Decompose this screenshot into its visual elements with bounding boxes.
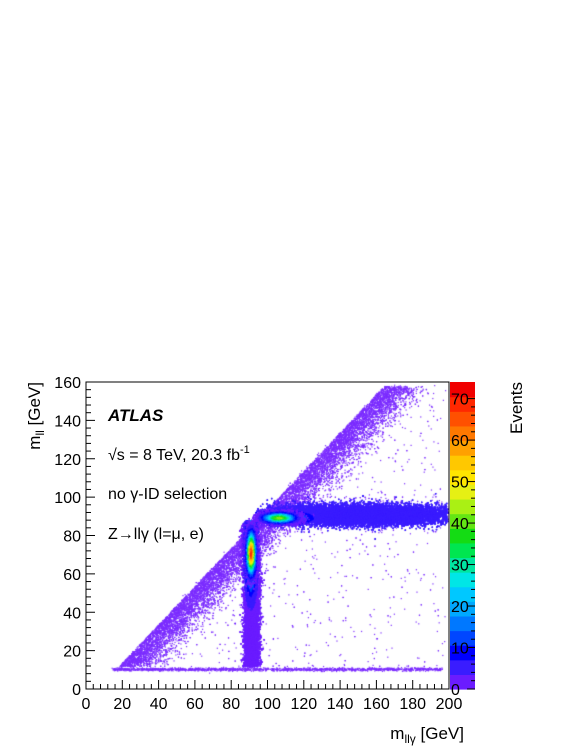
colorbar-segment (450, 601, 475, 617)
colorbar-segment (450, 425, 475, 442)
selection-label: no γ-ID selection (108, 486, 227, 503)
x-tick-label: 160 (363, 696, 390, 713)
colorbar-segment (450, 630, 475, 646)
x-tick-label: 140 (327, 696, 354, 713)
x-tick-label: 200 (436, 696, 463, 713)
x-tick-label: 80 (222, 696, 240, 713)
x-tick-label: 40 (150, 696, 168, 713)
y-tick-label: 0 (72, 682, 81, 699)
y-axis-title-main: m (25, 436, 44, 450)
x-axis-title-sub: llγ (404, 732, 415, 746)
colorbar-axis: 0 10 20 30 40 50 60 70 (451, 392, 475, 699)
colorbar-segment (450, 396, 475, 412)
colorbar-tick-label: 30 (451, 558, 469, 575)
y-axis-title-sub: ll (33, 430, 47, 435)
x-axis-title: mllγ [GeV] (390, 724, 464, 746)
x-axis: 0 20 40 60 80 100 120 140 160 180 200 (82, 680, 463, 713)
colorbar-segment (450, 586, 475, 602)
energy-label-main: √s = 8 TeV, 20.3 fb (108, 447, 240, 464)
y-tick-label: 60 (63, 567, 81, 584)
energy-label: √s = 8 TeV, 20.3 fb-1 (108, 444, 250, 464)
x-tick-label: 100 (254, 696, 281, 713)
y-tick-label: 120 (54, 452, 81, 469)
x-axis-title-main: m (390, 724, 404, 743)
y-tick-label: 80 (63, 529, 81, 546)
colorbar-segment (450, 440, 475, 456)
y-tick-label: 160 (54, 375, 81, 392)
colorbar-tick-label: 0 (451, 682, 460, 699)
colorbar-tick-label: 20 (451, 599, 469, 616)
colorbar (450, 382, 475, 690)
x-tick-label: 60 (186, 696, 204, 713)
colorbar-segment (450, 572, 475, 588)
atlas-label: ATLAS (107, 406, 164, 425)
colorbar-segment (450, 659, 475, 675)
x-axis-title-unit: [GeV] (416, 724, 464, 743)
x-tick-label: 180 (399, 696, 426, 713)
colorbar-segment (450, 411, 475, 427)
colorbar-tick-label: 70 (451, 392, 469, 409)
y-tick-label: 20 (63, 644, 81, 661)
colorbar-segment (450, 484, 475, 500)
x-tick-label: 20 (113, 696, 131, 713)
process-label: Z→llγ (l=μ, e) (108, 526, 204, 543)
y-tick-label: 40 (63, 605, 81, 622)
colorbar-title: Events (507, 382, 526, 434)
y-axis-title: mll [GeV] (25, 382, 47, 450)
colorbar-segment (450, 382, 475, 398)
x-tick-label: 0 (82, 696, 91, 713)
heatmap-canvas (86, 382, 449, 689)
y-axis-title-unit: [GeV] (25, 382, 44, 430)
colorbar-tick-label: 10 (451, 641, 469, 658)
y-axis: 0 20 40 60 80 100 120 140 160 (54, 375, 95, 699)
colorbar-segment (450, 513, 475, 529)
colorbar-segment (450, 674, 475, 690)
colorbar-tick-label: 60 (451, 433, 469, 450)
y-tick-label: 140 (54, 413, 81, 430)
x-tick-label: 120 (290, 696, 317, 713)
colorbar-segment (450, 528, 475, 544)
colorbar-segment (450, 542, 475, 559)
colorbar-segment (450, 645, 475, 661)
heatmap (86, 382, 449, 689)
energy-label-sup: -1 (240, 444, 250, 456)
colorbar-tick-label: 40 (451, 516, 469, 533)
colorbar-segment (450, 615, 475, 632)
colorbar-segment (450, 455, 475, 471)
colorbar-segment (450, 498, 475, 515)
colorbar-segment (450, 557, 475, 573)
y-tick-label: 100 (54, 490, 81, 507)
colorbar-tick-label: 50 (451, 475, 469, 492)
